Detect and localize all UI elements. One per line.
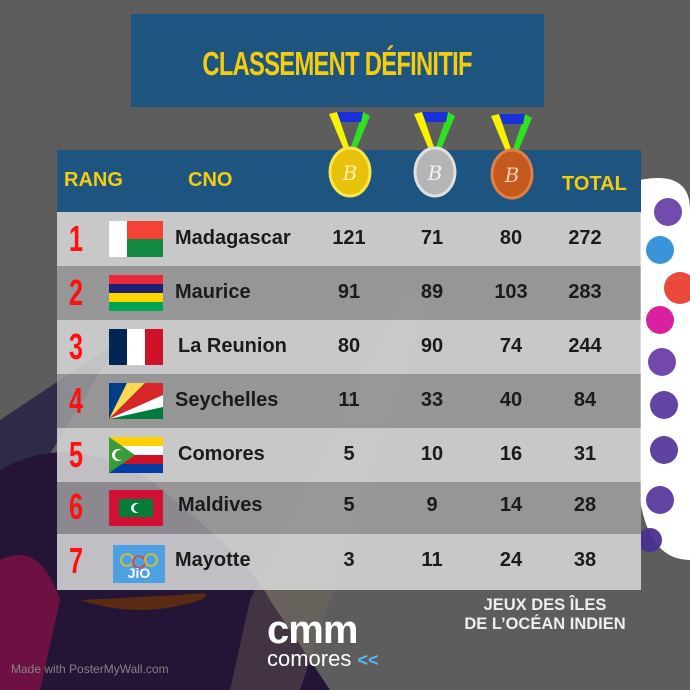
jio-logo-icon: JiO bbox=[113, 545, 165, 583]
silver-count: 71 bbox=[420, 227, 444, 249]
bronze-count: 24 bbox=[499, 549, 523, 571]
silver-count: 10 bbox=[420, 443, 444, 465]
total-count: 244 bbox=[568, 335, 602, 357]
bronze-count: 14 bbox=[499, 494, 523, 516]
country-name: Maurice bbox=[175, 281, 251, 303]
table-row: 4 Seychelles 11 33 40 84 bbox=[57, 374, 641, 428]
gold-count: 11 bbox=[338, 389, 360, 411]
table-row: 3 La Reunion 80 90 74 244 bbox=[57, 320, 641, 374]
cmm-comores-logo: cmm comores << bbox=[267, 608, 379, 671]
table-row: 7 JiO Mayotte 3 11 24 38 bbox=[57, 534, 641, 590]
header-total: TOTAL bbox=[562, 173, 627, 195]
header-rank: RANG bbox=[64, 169, 123, 191]
logo-main: cmm bbox=[267, 608, 358, 652]
total-count: 283 bbox=[568, 281, 602, 303]
games-name: JEUX DES ÎLES DE L’OCÉAN INDIEN bbox=[440, 596, 650, 634]
gold-count: 80 bbox=[337, 335, 361, 357]
total-count: 28 bbox=[573, 494, 597, 516]
gold-medal-icon: B bbox=[328, 112, 372, 198]
silver-count: 11 bbox=[421, 549, 443, 571]
games-name-line2: DE L’OCÉAN INDIEN bbox=[464, 615, 626, 633]
table-row: 2 Maurice 91 89 103 283 bbox=[57, 266, 641, 320]
gold-count: 5 bbox=[343, 443, 355, 465]
maldives-flag-icon bbox=[109, 490, 163, 526]
silver-medal-icon: B bbox=[413, 112, 457, 198]
gold-count: 91 bbox=[337, 281, 361, 303]
total-count: 84 bbox=[573, 389, 597, 411]
bronze-medal-icon: B bbox=[490, 114, 534, 200]
silver-count: 33 bbox=[420, 389, 444, 411]
bronze-count: 74 bbox=[499, 335, 523, 357]
title-banner: CLASSEMENT DÉFINITIF bbox=[131, 14, 544, 107]
comoros-flag-icon bbox=[109, 437, 163, 473]
bronze-count: 103 bbox=[494, 281, 528, 303]
bronze-count: 16 bbox=[499, 443, 523, 465]
country-name: Maldives bbox=[178, 494, 263, 516]
svg-text:B: B bbox=[342, 161, 358, 185]
france-flag-icon bbox=[109, 329, 163, 365]
total-count: 38 bbox=[573, 549, 597, 571]
rank: 1 bbox=[69, 218, 84, 259]
seychelles-flag-icon bbox=[109, 383, 163, 419]
silver-count: 89 bbox=[420, 281, 444, 303]
table-row: 5 Comores 5 10 16 31 bbox=[57, 428, 641, 482]
watermark: Made with PosterMyWall.com bbox=[11, 662, 169, 676]
header-country: CNO bbox=[188, 169, 233, 191]
table-row: 6 Maldives 5 9 14 28 bbox=[57, 482, 641, 534]
svg-text:B: B bbox=[504, 163, 520, 187]
bronze-count: 80 bbox=[499, 227, 523, 249]
rank: 4 bbox=[69, 380, 84, 421]
rank: 3 bbox=[69, 326, 84, 367]
table-row: 1 Madagascar 121 71 80 272 bbox=[57, 212, 641, 266]
svg-text:B: B bbox=[427, 161, 443, 185]
country-name: Seychelles bbox=[175, 389, 279, 411]
bronze-count: 40 bbox=[499, 389, 523, 411]
silver-count: 90 bbox=[420, 335, 444, 357]
total-count: 272 bbox=[568, 227, 602, 249]
gold-count: 5 bbox=[343, 494, 355, 516]
country-name: Madagascar bbox=[175, 227, 291, 249]
games-name-line1: JEUX DES ÎLES bbox=[483, 596, 607, 614]
rank: 7 bbox=[69, 540, 84, 581]
gold-count: 3 bbox=[343, 549, 355, 571]
country-name: La Reunion bbox=[178, 335, 287, 357]
rank: 2 bbox=[69, 272, 84, 313]
gold-count: 121 bbox=[332, 227, 366, 249]
rank: 5 bbox=[69, 434, 84, 475]
double-chevron-left-icon: << bbox=[357, 650, 379, 670]
svg-text:JiO: JiO bbox=[128, 565, 151, 581]
total-count: 31 bbox=[573, 443, 597, 465]
mauritius-flag-icon bbox=[109, 275, 163, 311]
country-name: Comores bbox=[178, 443, 265, 465]
silver-count: 9 bbox=[426, 494, 438, 516]
madagascar-flag-icon bbox=[109, 221, 163, 257]
page-title: CLASSEMENT DÉFINITIF bbox=[202, 44, 473, 82]
rank: 6 bbox=[69, 486, 84, 527]
medal-table: RANG CNO B B B TOTAL 1 bbox=[57, 112, 641, 590]
table-header: RANG CNO B B B TOTAL bbox=[57, 112, 641, 212]
country-name: Mayotte bbox=[175, 549, 251, 571]
logo-sub: comores bbox=[267, 646, 352, 671]
